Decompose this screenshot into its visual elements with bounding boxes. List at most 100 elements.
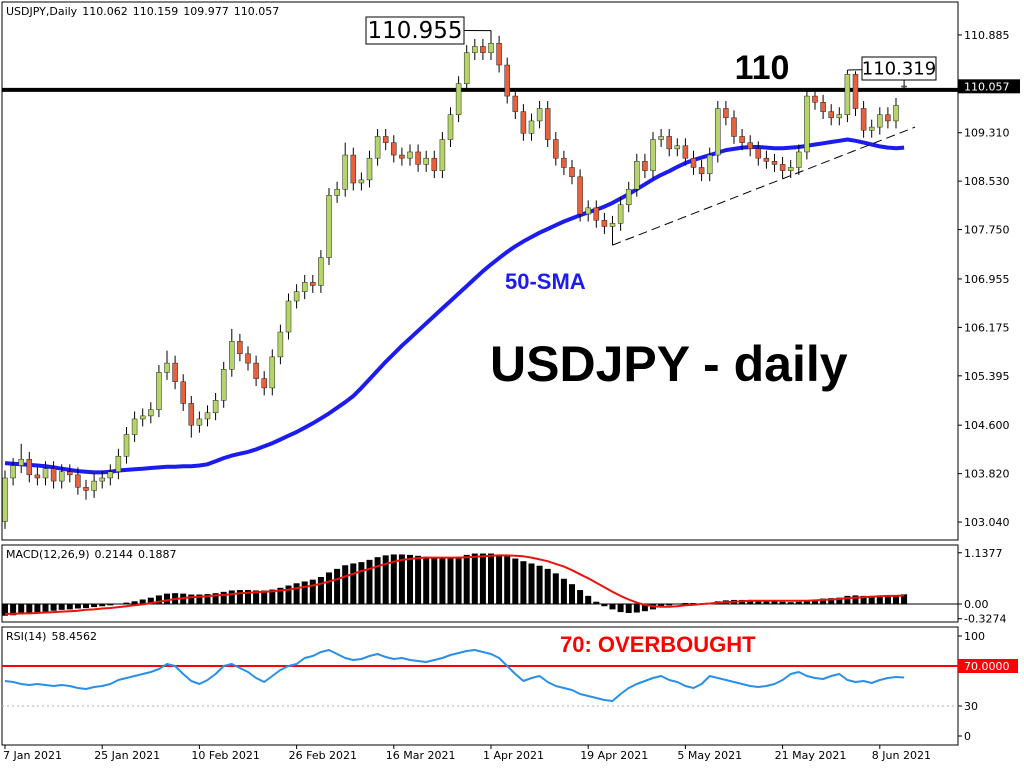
macd-bar	[868, 595, 875, 604]
macd-bar	[196, 594, 203, 604]
candle-body	[561, 157, 567, 168]
sma-line	[4, 137, 905, 475]
candle-body	[512, 95, 519, 112]
x-tick-label: 16 Mar 2021	[386, 749, 456, 762]
x-tick-label: 26 Feb 2021	[289, 749, 357, 762]
callout-label: 110.319	[862, 59, 936, 80]
macd-bar	[496, 554, 503, 604]
macd-bar	[641, 603, 648, 612]
candle-body	[196, 418, 203, 426]
candle-body	[261, 378, 267, 389]
candle-body	[706, 154, 713, 174]
candle-body	[763, 157, 770, 162]
y-tick-label: 108.530	[964, 175, 1010, 188]
candle-body	[269, 356, 276, 389]
macd-bar	[682, 603, 689, 604]
panel-frame	[1, 1, 959, 541]
macd-bar	[569, 584, 575, 604]
candle-body	[204, 412, 211, 420]
candle-body	[642, 161, 648, 171]
macd-bar	[155, 595, 162, 604]
macd-bar	[42, 603, 49, 612]
panel-header: USDJPY,Daily 110.062 110.159 109.977 110.057	[6, 5, 279, 18]
candle-body	[877, 114, 883, 128]
macd-bar	[115, 603, 122, 605]
candle-body	[609, 223, 616, 227]
candle-body	[67, 471, 73, 476]
candle-body	[666, 136, 672, 150]
macd-bar	[34, 603, 41, 613]
candle-body	[42, 468, 49, 479]
y-tick-label: 106.955	[964, 273, 1010, 286]
macd-bar	[245, 590, 251, 604]
macd-bar	[269, 589, 276, 604]
candle-body	[601, 220, 608, 227]
candle-body	[26, 459, 33, 476]
candle-body	[334, 188, 340, 196]
candle-body	[407, 151, 413, 159]
candle-body	[852, 74, 859, 109]
candle-body	[723, 108, 729, 119]
candle-body	[342, 154, 348, 190]
candle-body	[148, 409, 154, 417]
y-tick-label: 70.0000	[964, 660, 1010, 673]
trendline	[612, 126, 916, 246]
candle-body	[779, 164, 786, 171]
candle-body	[698, 167, 705, 174]
macd-bar	[164, 593, 170, 604]
candle-body	[318, 257, 324, 286]
signal-line	[5, 554, 905, 615]
candle-body	[180, 381, 186, 404]
candle-body	[747, 142, 753, 150]
macd-bar	[593, 601, 600, 604]
candle-body	[83, 487, 89, 491]
macd-bar	[479, 553, 486, 604]
macd-bar	[544, 568, 551, 604]
macd-bar	[625, 603, 632, 613]
x-tick-label: 10 Feb 2021	[191, 749, 259, 762]
macd-bar	[107, 603, 114, 606]
candle-body	[569, 167, 575, 178]
candle-body	[164, 362, 170, 373]
candle-body	[634, 161, 640, 190]
candle-body	[787, 167, 794, 171]
macd-bar	[876, 595, 883, 604]
macd-bar	[787, 602, 794, 604]
candle-body	[399, 154, 405, 159]
candle-body	[431, 157, 438, 171]
candle-body	[739, 136, 745, 143]
macd-bar	[390, 554, 397, 604]
macd-bar	[91, 603, 98, 608]
candle-body	[439, 139, 446, 171]
macd-bar	[382, 555, 389, 604]
macd-bar	[18, 603, 25, 615]
candle-body	[172, 362, 178, 382]
macd-bar	[423, 556, 430, 604]
candle-body	[75, 474, 81, 488]
candle-body	[245, 353, 251, 364]
macd-bar	[301, 581, 308, 604]
y-tick-label: 1.1377	[964, 547, 1003, 560]
candle-body	[625, 188, 632, 205]
candle-body	[901, 85, 907, 88]
candle-body	[123, 434, 130, 457]
candle-body	[820, 102, 826, 112]
candle-body	[658, 136, 664, 140]
macd-bar	[220, 591, 227, 604]
macd-bar	[350, 563, 357, 604]
candle-body	[423, 157, 429, 165]
candle-body	[99, 477, 105, 482]
macd-bar	[836, 597, 843, 604]
macd-bar	[293, 583, 300, 604]
macd-bar	[253, 590, 260, 604]
macd-bar	[326, 572, 332, 604]
candle-body	[860, 108, 867, 131]
header-item: 110.159	[133, 5, 179, 18]
candle-body	[229, 341, 235, 370]
x-tick-label: 1 Apr 2021	[483, 749, 544, 762]
macd-bar	[374, 557, 381, 604]
x-tick-label: 5 May 2021	[677, 749, 742, 762]
macd-bar	[188, 594, 195, 604]
